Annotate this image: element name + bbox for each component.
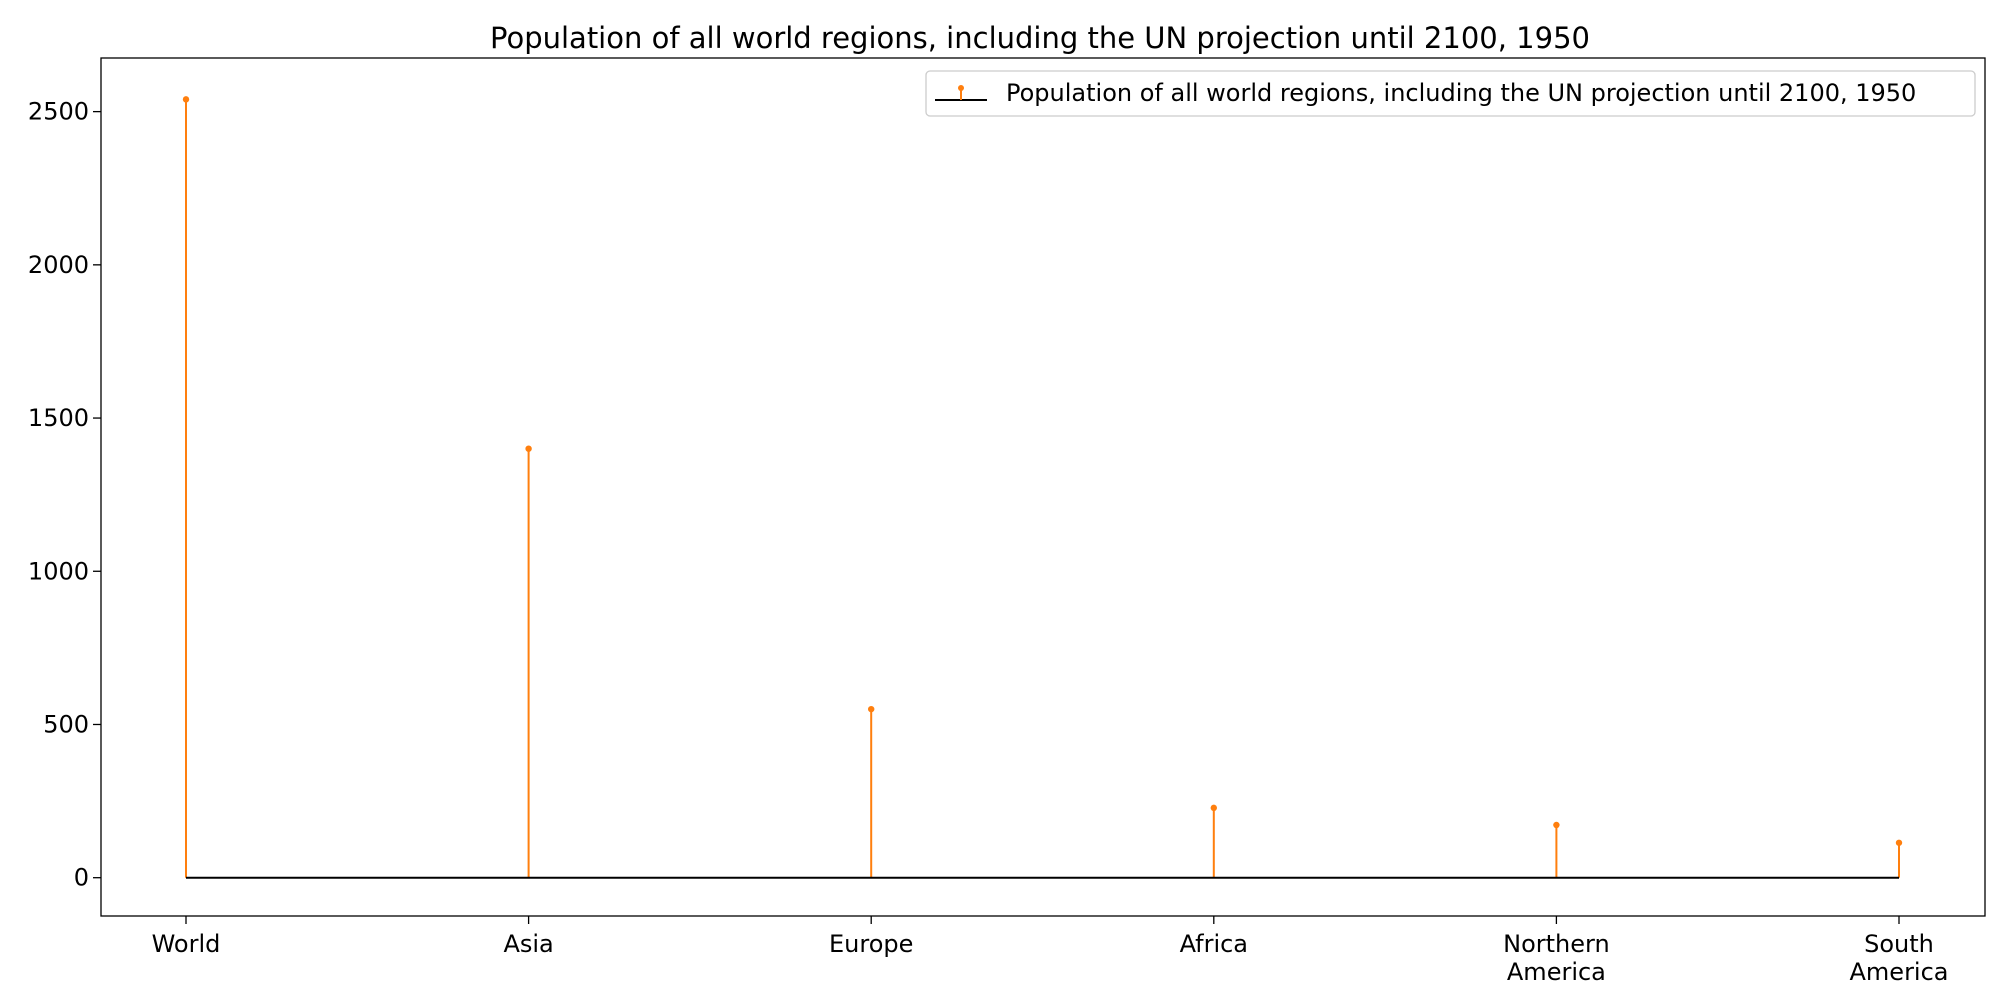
stem-marker	[1895, 839, 1903, 846]
x-axis: World Asia Europe Africa Northern AmericaSout…	[152, 916, 1949, 986]
y-axis: 0 500 1000 1500 2000 2500	[28, 98, 101, 892]
stem-marker	[868, 705, 875, 713]
stem-marker	[1553, 821, 1560, 829]
y-tick-label: 2000	[28, 251, 89, 279]
x-tick-label: Asia	[503, 930, 553, 958]
x-tick-label: Africa	[1180, 930, 1248, 958]
legend-box	[925, 70, 1976, 117]
stem-marker	[182, 96, 190, 103]
x-tick-label-line: America	[1507, 958, 1606, 986]
stem-marker	[525, 445, 532, 452]
x-tick-label: World	[152, 930, 221, 958]
y-tick-label: 1500	[28, 404, 89, 432]
y-tick-label: 500	[43, 710, 89, 738]
x-tick-label-line: Africa	[1180, 930, 1248, 958]
x-tick-label-line: Northern	[1503, 930, 1610, 958]
x-tick-label-line: Asia	[503, 930, 553, 958]
plot-area	[100, 57, 1986, 917]
stem-marker	[1210, 804, 1218, 812]
legend-marker-swatch	[958, 85, 964, 91]
stems	[182, 96, 1903, 879]
x-tick-label-line: South	[1864, 930, 1934, 958]
legend: Population of all world regions, includi…	[925, 70, 1976, 117]
x-tick-label-line: America	[1850, 958, 1949, 986]
plot-frame	[100, 57, 1986, 917]
y-tick-label: 2500	[28, 98, 89, 126]
legend-label: Population of all world regions, includi…	[1006, 79, 1916, 107]
chart-title: Population of all world regions, includi…	[490, 21, 1590, 55]
x-tick-label-line: World	[152, 930, 221, 958]
y-tick-label: 1000	[28, 557, 89, 585]
x-tick-label-line: Europe	[829, 930, 913, 958]
y-tick-label: 0	[74, 864, 89, 892]
x-tick-label: Europe	[829, 930, 913, 958]
x-tick-label: Northern America	[1503, 930, 1610, 986]
x-tick-label: South America	[1850, 930, 1949, 986]
